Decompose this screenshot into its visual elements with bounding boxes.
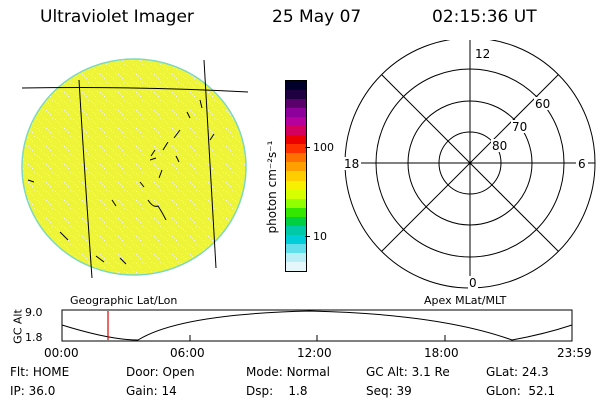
colorbar-segment	[286, 126, 306, 136]
colorbar-segment	[286, 108, 306, 118]
status-ip: IP: 36.0	[10, 384, 56, 398]
colorbar-segment	[286, 171, 306, 181]
status-gc-alt: GC Alt: 3.1 Re	[366, 365, 450, 379]
apex-label: Apex MLat/MLT	[424, 294, 507, 307]
colorbar-segment	[286, 189, 306, 199]
observation-date: 25 May 07	[272, 7, 362, 27]
mlt-label-12: 12	[475, 47, 490, 61]
colorbar-segment	[286, 207, 306, 217]
intensity-colorbar	[285, 80, 307, 272]
uv-image-panel	[21, 58, 249, 279]
time-tick-1200: 12:00	[297, 346, 332, 360]
time-tick-2359: 23:59	[557, 346, 592, 360]
colorbar-segment	[286, 216, 306, 226]
colorbar-segment	[286, 243, 306, 253]
time-tick-0000: 00:00	[44, 346, 79, 360]
colorbar-segment	[286, 153, 306, 163]
mlat-label-60: 60	[535, 97, 550, 111]
status-glon: GLon: 52.1	[486, 384, 556, 398]
colorbar-tick-100	[305, 147, 310, 148]
time-tick-0600: 06:00	[170, 346, 205, 360]
mlat-label-80: 80	[492, 139, 507, 153]
earth-disk	[21, 58, 247, 276]
mlat-label-70: 70	[512, 120, 527, 134]
colorbar-segment	[286, 117, 306, 127]
gc-alt-tick-max: 9.0	[25, 306, 43, 319]
orbit-altitude-curve	[61, 310, 573, 341]
colorbar-axis-label: photon cm⁻²s⁻¹	[265, 140, 279, 234]
colorbar-segment	[286, 234, 306, 244]
colorbar-segment	[286, 99, 306, 109]
time-tick-1800: 18:00	[424, 346, 459, 360]
lat-lon-grid	[21, 59, 249, 279]
mlt-label-6: 6	[578, 157, 586, 171]
status-gain: Gain: 14	[126, 384, 177, 398]
colorbar-label-10: 10	[313, 230, 327, 243]
altitude-timeline	[61, 309, 573, 342]
polar-diagonal-2	[381, 74, 559, 252]
mlt-label-0: 0	[469, 276, 477, 290]
colorbar-segment	[286, 252, 306, 262]
gc-alt-tick-min: 1.8	[25, 331, 43, 344]
status-seq: Seq: 39	[366, 384, 412, 398]
status-flight: Flt: HOME	[10, 365, 70, 379]
colorbar-segment	[286, 135, 306, 145]
coastlines	[27, 99, 215, 265]
colorbar-tick-10	[305, 236, 310, 237]
colorbar-segment	[286, 90, 306, 100]
status-dsp: Dsp: 1.8	[246, 384, 308, 398]
colorbar-segment	[286, 261, 306, 271]
colorbar-label-100: 100	[313, 141, 334, 154]
colorbar-segment	[286, 180, 306, 190]
observation-time: 02:15:36 UT	[432, 7, 537, 27]
mlat-mlt-polar-plot: 12 18 6 0 60 70 80	[343, 40, 596, 290]
status-glat: GLat: 24.3	[486, 365, 549, 379]
colorbar-segment	[286, 198, 306, 208]
colorbar-segment	[286, 144, 306, 154]
mlt-label-18: 18	[344, 157, 359, 171]
colorbar-segment	[286, 81, 306, 91]
status-door: Door: Open	[126, 365, 195, 379]
status-mode: Mode: Normal	[246, 365, 330, 379]
instrument-title: Ultraviolet Imager	[40, 7, 194, 27]
colorbar-segment	[286, 225, 306, 235]
geographic-label: Geographic Lat/Lon	[70, 294, 178, 307]
colorbar-segment	[286, 162, 306, 172]
